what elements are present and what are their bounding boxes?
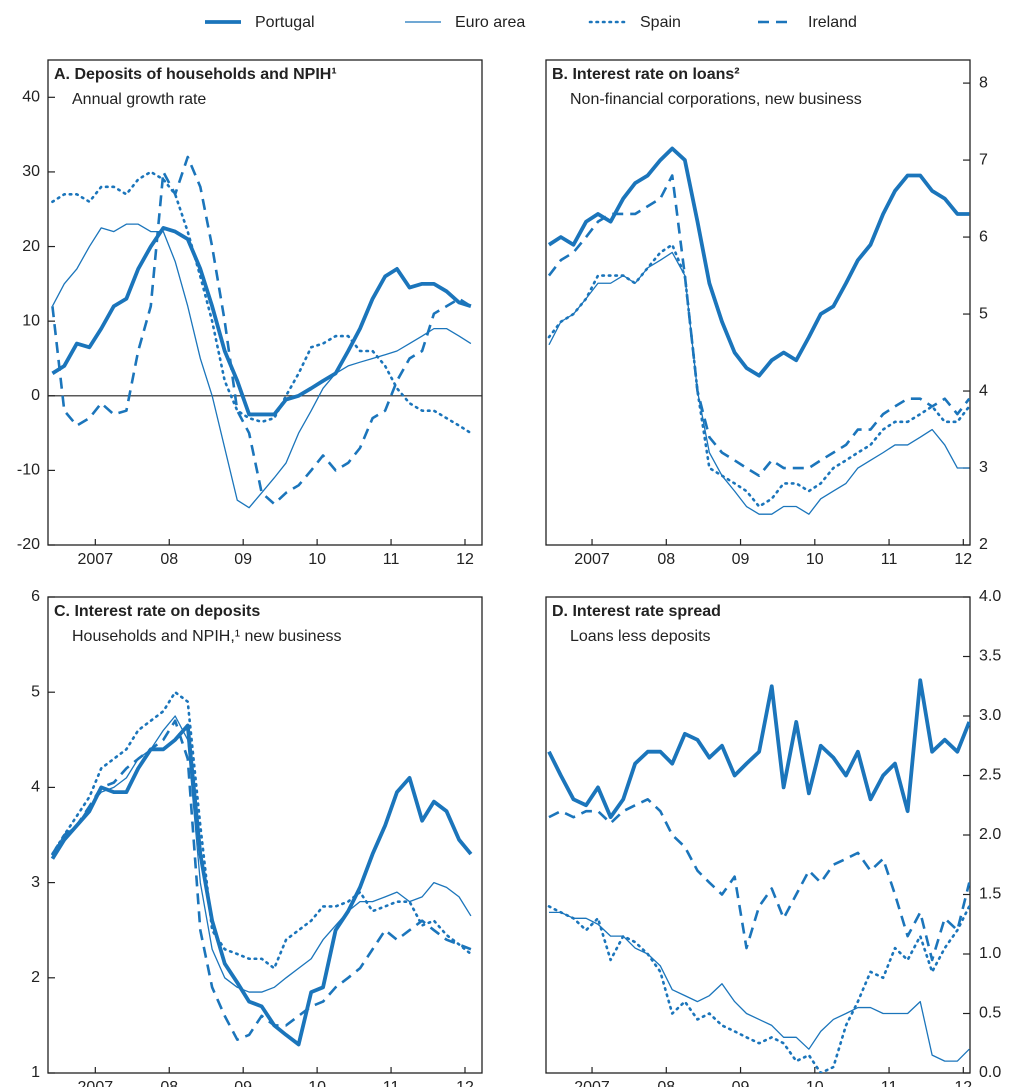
y-tick-label: 3.5 [979, 648, 1001, 665]
x-tick-label: 08 [657, 551, 675, 568]
panel-subtitle: Annual growth rate [72, 91, 206, 108]
panel-subtitle: Households and NPIH,¹ new business [72, 628, 341, 645]
plot-frame [47, 59, 483, 546]
y-tick-label: 8 [979, 74, 988, 91]
x-tick-label: 12 [456, 1079, 474, 1087]
legend-label: Spain [640, 14, 681, 31]
series-line [51, 223, 472, 509]
x-tick-label: 09 [234, 1079, 252, 1087]
y-tick-label: 1 [31, 1064, 40, 1081]
y-tick-label: 3 [31, 874, 40, 891]
y-tick-label: 5 [31, 683, 40, 700]
y-tick-label: 2.0 [979, 826, 1001, 843]
y-tick-label: 6 [31, 588, 40, 605]
series-line [50, 723, 473, 1047]
series-line [51, 170, 473, 435]
y-tick-label: 30 [22, 163, 40, 180]
panel-title: B. Interest rate on loans² [552, 66, 740, 83]
series-line [547, 174, 970, 478]
series-line [548, 911, 970, 1062]
x-tick-label: 08 [160, 551, 178, 568]
x-tick-label: 09 [732, 1079, 750, 1087]
series-line [51, 225, 472, 417]
x-tick-label: 10 [806, 1079, 824, 1087]
panel-title: A. Deposits of households and NPIH¹ [54, 66, 337, 83]
panel-subtitle: Loans less deposits [570, 628, 711, 645]
series-line [51, 719, 472, 1041]
y-tick-label: 4.0 [979, 588, 1001, 605]
x-tick-label: 12 [954, 1079, 972, 1087]
x-tick-label: 10 [806, 551, 824, 568]
series-line [51, 690, 473, 970]
plot-frame [545, 596, 971, 1074]
y-tick-label: 0.5 [979, 1005, 1001, 1022]
x-tick-label: 08 [657, 1079, 675, 1087]
x-tick-label: 2007 [574, 1079, 610, 1087]
panel-title: C. Interest rate on deposits [54, 603, 260, 620]
series-line [547, 146, 970, 378]
y-tick-label: 20 [22, 238, 40, 255]
x-tick-label: 12 [954, 551, 972, 568]
legend-label: Euro area [455, 14, 525, 31]
legend-label: Portugal [255, 14, 315, 31]
x-tick-label: 10 [308, 551, 326, 568]
y-tick-label: 2 [979, 536, 988, 553]
x-tick-label: 2007 [78, 1079, 114, 1087]
y-tick-label: 2 [31, 969, 40, 986]
y-tick-label: -20 [17, 536, 40, 553]
legend-label: Ireland [808, 14, 857, 31]
y-tick-label: 3 [979, 459, 988, 476]
panel-title: D. Interest rate spread [552, 603, 721, 620]
panel-subtitle: Non-financial corporations, new business [570, 91, 862, 108]
x-tick-label: 11 [881, 551, 898, 568]
plot-frame [47, 596, 483, 1074]
x-tick-label: 11 [383, 551, 400, 568]
y-tick-label: -10 [17, 462, 40, 479]
series-line [548, 251, 970, 515]
y-tick-label: 4 [979, 382, 988, 399]
y-tick-label: 0 [31, 387, 40, 404]
x-tick-label: 08 [160, 1079, 178, 1087]
x-tick-label: 2007 [78, 551, 114, 568]
x-tick-label: 11 [881, 1079, 898, 1087]
series-line [51, 715, 472, 993]
x-tick-label: 11 [383, 1079, 400, 1087]
series-line [547, 678, 970, 820]
x-tick-label: 12 [456, 551, 474, 568]
y-tick-label: 1.0 [979, 945, 1001, 962]
y-tick-label: 3.0 [979, 707, 1001, 724]
x-tick-label: 09 [732, 551, 750, 568]
x-tick-label: 10 [308, 1079, 326, 1087]
y-tick-label: 0.0 [979, 1064, 1001, 1081]
y-tick-label: 6 [979, 228, 988, 245]
y-tick-label: 10 [22, 312, 40, 329]
series-line [51, 155, 472, 506]
series-line [548, 798, 970, 962]
y-tick-label: 1.5 [979, 886, 1001, 903]
x-tick-label: 2007 [574, 551, 610, 568]
x-tick-label: 09 [234, 551, 252, 568]
y-tick-label: 7 [979, 151, 988, 168]
series-line [547, 905, 970, 1073]
y-tick-label: 40 [22, 89, 40, 106]
y-tick-label: 5 [979, 305, 988, 322]
plot-frame [545, 59, 971, 546]
y-tick-label: 2.5 [979, 767, 1001, 784]
y-tick-label: 4 [31, 779, 40, 796]
